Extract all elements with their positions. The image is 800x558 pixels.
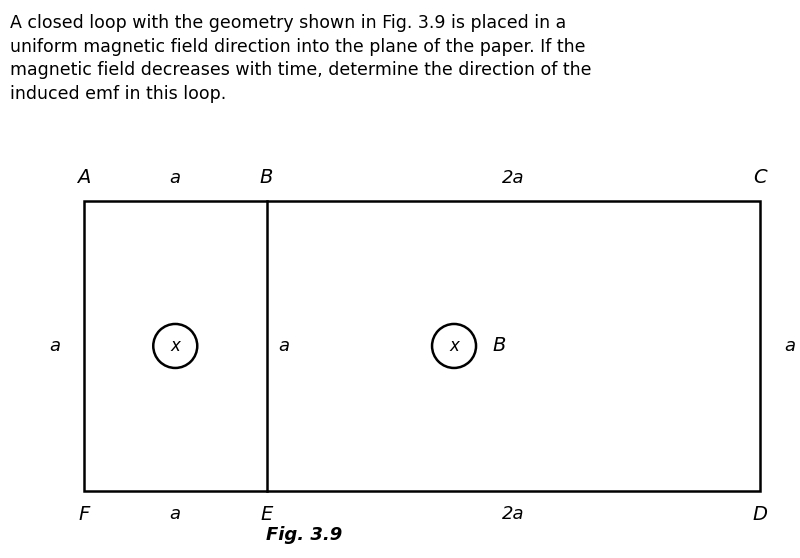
Text: B: B bbox=[492, 336, 506, 355]
Text: D: D bbox=[753, 505, 767, 524]
Text: a: a bbox=[49, 337, 60, 355]
Text: 2a: 2a bbox=[502, 505, 525, 523]
Text: x: x bbox=[170, 337, 180, 355]
Bar bbox=[84, 201, 760, 491]
Text: 2a: 2a bbox=[502, 169, 525, 187]
Text: C: C bbox=[753, 168, 767, 187]
Text: F: F bbox=[78, 505, 90, 524]
Text: A closed loop with the geometry shown in Fig. 3.9 is placed in a
uniform magneti: A closed loop with the geometry shown in… bbox=[10, 14, 592, 103]
Text: a: a bbox=[170, 169, 181, 187]
Text: a: a bbox=[278, 337, 290, 355]
Text: B: B bbox=[260, 168, 274, 187]
Text: A: A bbox=[78, 168, 90, 187]
Text: a: a bbox=[784, 337, 795, 355]
Text: Fig. 3.9: Fig. 3.9 bbox=[266, 526, 342, 544]
Text: a: a bbox=[170, 505, 181, 523]
Text: E: E bbox=[260, 505, 273, 524]
Text: x: x bbox=[449, 337, 459, 355]
